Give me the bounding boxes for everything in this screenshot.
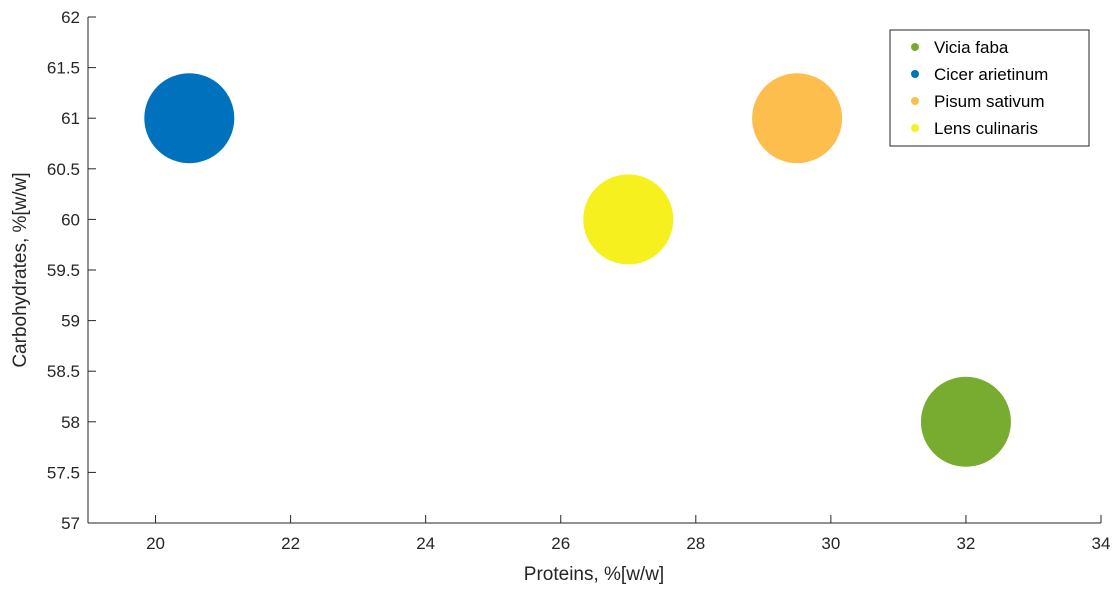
y-tick-label: 59 xyxy=(61,312,80,331)
x-tick-label: 24 xyxy=(416,534,435,553)
bubble-point xyxy=(752,73,843,164)
bubble-point xyxy=(920,376,1011,467)
y-tick-label: 60.5 xyxy=(47,160,80,179)
x-tick-label: 28 xyxy=(686,534,705,553)
legend-box xyxy=(889,29,1090,147)
legend-label: Cicer arietinum xyxy=(934,65,1048,84)
y-tick-label: 57.5 xyxy=(47,463,80,482)
y-tick-label: 60 xyxy=(61,210,80,229)
x-tick-label: 30 xyxy=(821,534,840,553)
x-axis-label: Proteins, %[w/w] xyxy=(524,564,664,585)
bubble-point xyxy=(583,174,674,265)
x-tick-label: 32 xyxy=(956,534,975,553)
legend-marker xyxy=(911,124,919,132)
legend: Vicia faba Cicer arietinum Pisum sativum Le… xyxy=(889,29,1090,147)
legend-label: Lens culinaris xyxy=(934,119,1038,138)
legend-marker xyxy=(911,97,919,105)
y-tick-label: 59.5 xyxy=(47,261,80,280)
legend-label: Pisum sativum xyxy=(934,92,1045,111)
x-ticks: 20 22 24 26 28 30 32 34 xyxy=(146,515,1110,553)
bubbles xyxy=(144,73,1011,467)
legend-label: Vicia faba xyxy=(934,38,1009,57)
y-tick-label: 58 xyxy=(61,413,80,432)
x-tick-label: 34 xyxy=(1092,534,1111,553)
legend-marker xyxy=(911,43,919,51)
y-tick-label: 58.5 xyxy=(47,362,80,381)
y-tick-label: 61.5 xyxy=(47,59,80,78)
bubble-point xyxy=(144,73,235,164)
x-tick-label: 26 xyxy=(551,534,570,553)
y-ticks: 57 57.5 58 58.5 59 59.5 60 60.5 61 61.5 62 xyxy=(47,8,96,533)
y-tick-label: 57 xyxy=(61,514,80,533)
y-axis-label: Carbohydrates, %[w/w] xyxy=(10,172,31,367)
x-tick-label: 20 xyxy=(146,534,165,553)
legend-marker xyxy=(911,70,919,78)
x-tick-label: 22 xyxy=(281,534,300,553)
y-tick-label: 61 xyxy=(61,109,80,128)
y-tick-label: 62 xyxy=(61,8,80,27)
